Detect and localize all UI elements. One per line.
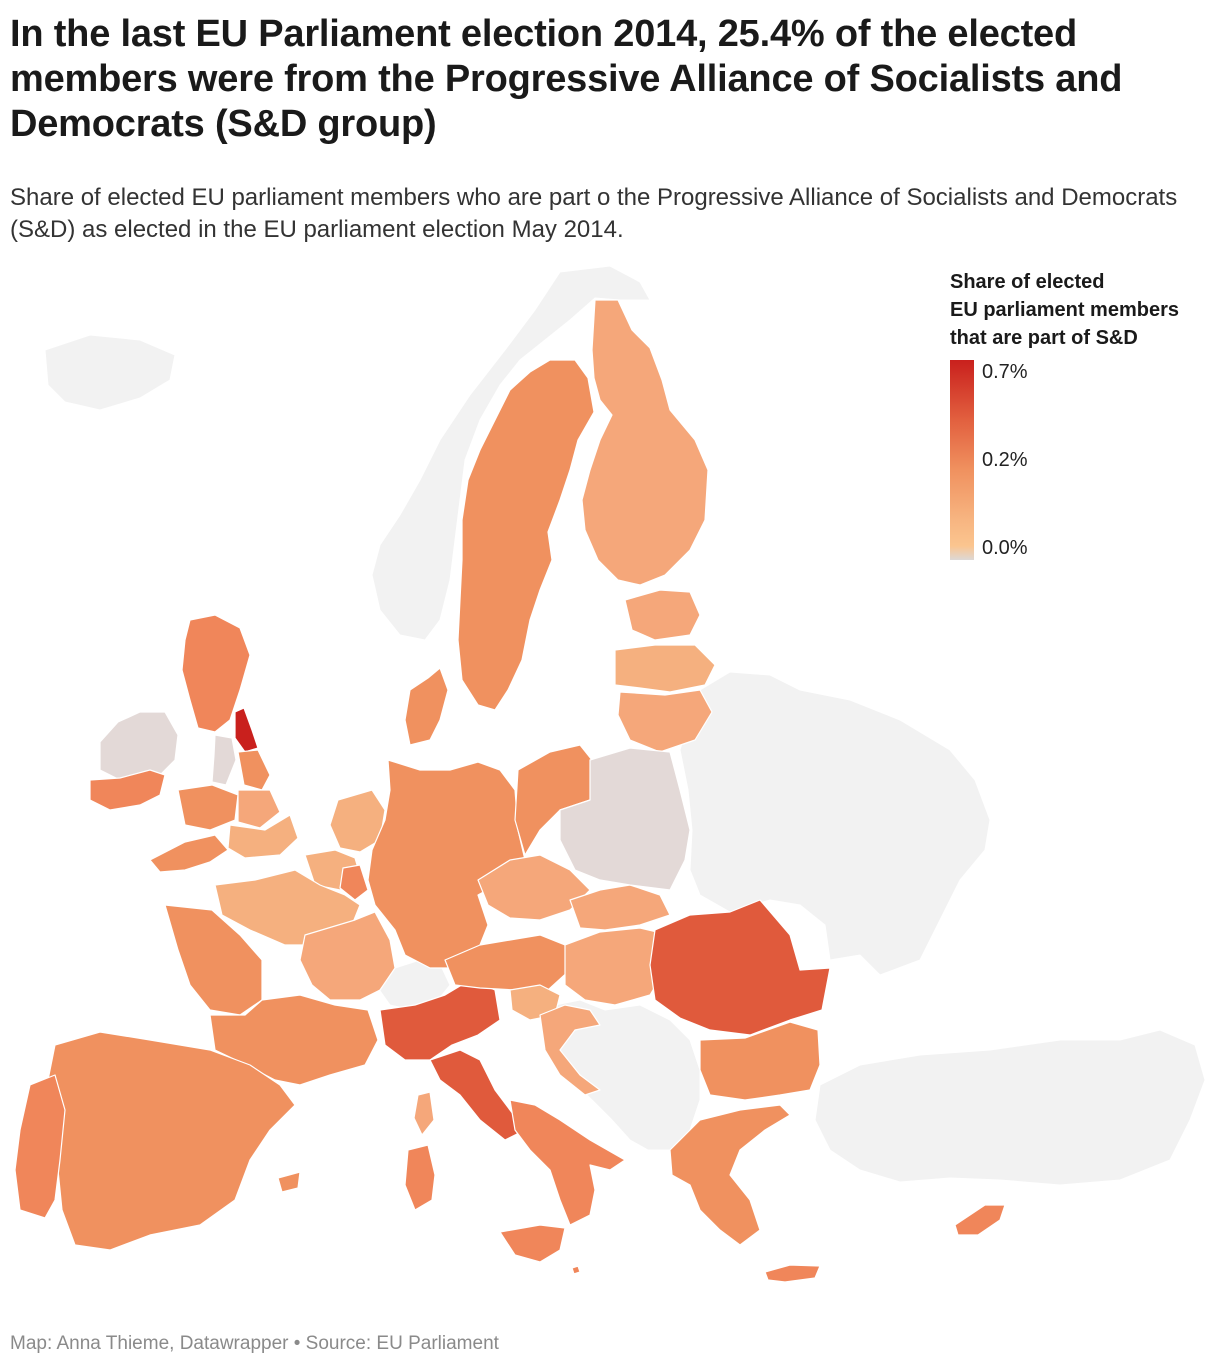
region-netherlands[interactable] xyxy=(329,789,386,853)
choropleth-map xyxy=(14,265,1206,1283)
region-northern-ireland[interactable] xyxy=(211,734,237,786)
region-germany[interactable] xyxy=(367,759,526,969)
region-england-midlands[interactable] xyxy=(237,789,281,829)
iceland xyxy=(44,334,176,411)
non-eu-land xyxy=(44,265,1206,1186)
region-croatia[interactable] xyxy=(539,1004,601,1096)
map-title: In the last EU Parliament election 2014,… xyxy=(10,13,1123,145)
region-slovakia[interactable] xyxy=(569,884,671,931)
russia-belarus-ukraine xyxy=(679,671,991,976)
region-lithuania[interactable] xyxy=(617,689,713,753)
region-denmark[interactable] xyxy=(404,667,449,746)
region-malta[interactable] xyxy=(571,1265,581,1275)
region-finland[interactable] xyxy=(581,299,709,586)
switzerland xyxy=(377,959,451,1011)
region-france-east[interactable] xyxy=(299,911,396,1001)
region-corsica[interactable] xyxy=(413,1091,435,1136)
region-south-west-england[interactable] xyxy=(149,834,229,873)
region-scotland[interactable] xyxy=(181,614,251,733)
region-france-north[interactable] xyxy=(214,869,361,946)
legend-title-line-3: that are part of S&D xyxy=(950,327,1138,349)
region-portugal[interactable] xyxy=(14,1074,66,1219)
region-north-west-england[interactable] xyxy=(237,749,271,791)
norway xyxy=(371,265,651,641)
eu-member-states xyxy=(14,299,1006,1283)
map-subtitle: Share of elected EU parliament members w… xyxy=(10,184,1178,243)
legend: Share of elected EU parliament members t… xyxy=(950,268,1215,560)
region-south-east-england[interactable] xyxy=(227,814,299,859)
region-spain-balearic[interactable] xyxy=(277,1171,301,1193)
legend-tick-low: 0.0% xyxy=(982,537,1028,559)
region-crete[interactable] xyxy=(764,1264,821,1283)
region-poland-east[interactable] xyxy=(559,747,691,891)
legend-title-line-2: EU parliament members xyxy=(950,299,1179,321)
legend-gradient-bar xyxy=(950,360,974,560)
region-latvia[interactable] xyxy=(614,644,716,693)
region-ireland-south[interactable] xyxy=(89,769,166,811)
legend-title: Share of elected EU parliament members t… xyxy=(950,268,1215,352)
turkey xyxy=(814,1029,1206,1186)
region-bulgaria[interactable] xyxy=(699,1021,821,1101)
legend-color-scale: 0.7% 0.2% 0.0% xyxy=(950,360,1215,560)
legend-tick-mid: 0.2% xyxy=(982,449,1028,471)
region-romania[interactable] xyxy=(649,899,831,1036)
legend-tick-high: 0.7% xyxy=(982,361,1028,383)
region-france-west[interactable] xyxy=(164,904,263,1016)
legend-title-line-1: Share of elected xyxy=(950,271,1105,293)
region-north-east-england[interactable] xyxy=(234,707,259,753)
region-italy-north[interactable] xyxy=(379,979,501,1061)
footer-credits: Map: Anna Thieme, Datawrapper • Source: … xyxy=(10,1333,499,1354)
region-luxembourg[interactable] xyxy=(339,864,369,901)
region-ireland[interactable] xyxy=(99,711,179,781)
region-sardinia[interactable] xyxy=(404,1144,436,1211)
region-sicily[interactable] xyxy=(499,1224,566,1263)
region-cyprus[interactable] xyxy=(954,1204,1006,1236)
region-sweden[interactable] xyxy=(457,359,595,711)
region-greece[interactable] xyxy=(669,1104,791,1246)
region-estonia[interactable] xyxy=(624,589,701,641)
region-italy-central[interactable] xyxy=(429,1049,526,1141)
region-italy-south[interactable] xyxy=(509,1099,626,1226)
region-wales[interactable] xyxy=(177,784,239,831)
